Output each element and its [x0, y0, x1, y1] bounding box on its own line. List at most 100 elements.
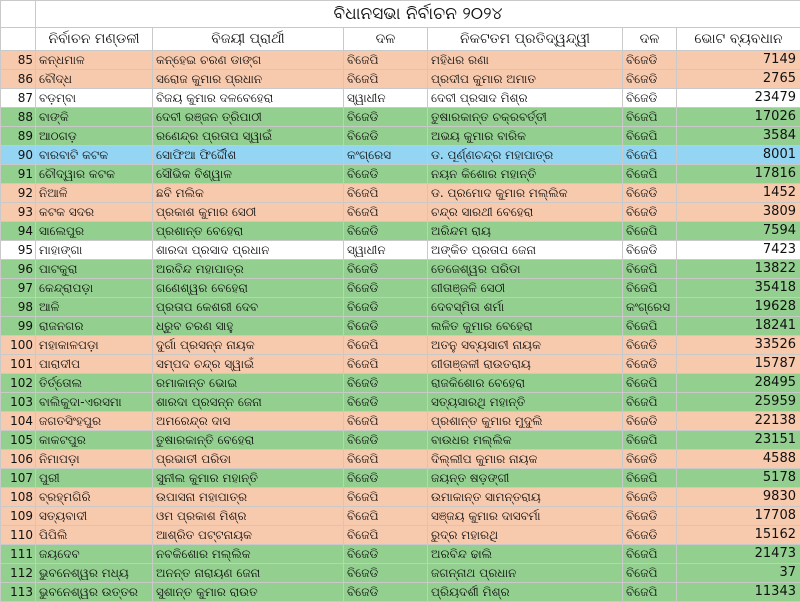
runner-up-cell: ଚନ୍ଦ୍ର ସାରଥୀ ବେହେରା	[428, 203, 623, 222]
winner-cell: ଅନନ୍ତ ନାରାୟଣ ଜେନା	[153, 564, 344, 583]
vote-margin-cell: 2765	[677, 70, 800, 89]
winner-party-cell: ବିଜେପି	[344, 526, 428, 545]
vote-margin-cell: 25959	[677, 393, 800, 412]
vote-margin-cell: 33526	[677, 336, 800, 355]
runner-up-cell: ପ୍ରଶାନ୍ତ କୁମାର ମୁଦୁଲି	[428, 412, 623, 431]
constituency-cell: ବାଲିକୁଦା-ଏରସମା	[36, 393, 153, 412]
vote-margin-cell: 3809	[677, 203, 800, 222]
winner-cell: ସୁନୀଲ କୁମାର ମହାନ୍ତି	[153, 469, 344, 488]
row-number: 103	[1, 393, 36, 412]
row-number: 88	[1, 108, 36, 127]
winner-party-cell: ବିଜେପି	[344, 507, 428, 526]
vote-margin-cell: 28495	[677, 374, 800, 393]
vote-margin-cell: 11343	[677, 583, 800, 602]
row-number: 106	[1, 450, 36, 469]
winner-cell: ଦେବୀ ରଞ୍ଜନ ତ୍ରିପାଠୀ	[153, 108, 344, 127]
runner-up-party-cell: ବିଜେପି	[623, 222, 677, 241]
row-number: 107	[1, 469, 36, 488]
runner-up-party-cell: ବିଜେଡି	[623, 355, 677, 374]
runner-up-party-cell: ବିଜେଡି	[623, 526, 677, 545]
runner-up-cell: ସଞ୍ଜୟ କୁମାର ଦାସବର୍ମା	[428, 507, 623, 526]
runner-up-cell: ରାଜକିଶୋର ବେହେରା	[428, 374, 623, 393]
runner-up-cell: ତୁଷାରକାନ୍ତ ଚକ୍ରବର୍ତ୍ତୀ	[428, 108, 623, 127]
runner-up-cell: ମହିଧର ରଣା	[428, 51, 623, 70]
runner-up-cell: ଦେବୀ ପ୍ରସାଦ ମିଶ୍ର	[428, 89, 623, 108]
vote-margin-cell: 18241	[677, 317, 800, 336]
runner-up-party-cell: ବିଜେଡି	[623, 203, 677, 222]
winner-party-cell: ବିଜେଡି	[344, 298, 428, 317]
runner-up-party-cell: ବିଜେପି	[623, 317, 677, 336]
runner-up-party-cell: ବିଜେପି	[623, 260, 677, 279]
row-number: 110	[1, 526, 36, 545]
winner-cell: ସୌଭିକ ବିଶ୍ୱାଳ	[153, 165, 344, 184]
row-number: 99	[1, 317, 36, 336]
winner-party-cell: ବିଜେଡି	[344, 279, 428, 298]
winner-cell: ସମ୍ପଦ ଚନ୍ଦ୍ର ସ୍ୱାଇଁ	[153, 355, 344, 374]
winner-cell: ବିଜୟ କୁମାର ଦଳବେହେରା	[153, 89, 344, 108]
winner-party-cell: ବିଜେଡି	[344, 431, 428, 450]
header-constituency: ନିର୍ବାଚନ ମଣ୍ଡଳୀ	[36, 28, 153, 51]
row-number: 86	[1, 70, 36, 89]
vote-margin-cell: 15787	[677, 355, 800, 374]
winner-party-cell: ବିଜେଡି	[344, 108, 428, 127]
runner-up-cell: ଅରବିନ୍ଦ ଢାଲି	[428, 545, 623, 564]
table-title: ବିଧାନସଭା ନିର୍ବାଚନ ୨୦୨୪	[36, 1, 800, 28]
winner-cell: ଛବି ମଲିକ	[153, 184, 344, 203]
runner-up-party-cell: ବିଜେପି	[623, 545, 677, 564]
row-number: 85	[1, 51, 36, 70]
header-runner-up: ନିକଟତମ ପ୍ରତିଦ୍ୱନ୍ଦ୍ୱୀ	[428, 28, 623, 51]
winner-cell: ଉପାସନା ମହାପାତ୍ର	[153, 488, 344, 507]
runner-up-cell: ତେଜେଶ୍ୱର ପରିଡା	[428, 260, 623, 279]
winner-cell: ଅରବିନ୍ଦ ମହାପାତ୍ର	[153, 260, 344, 279]
winner-party-cell: ବିଜେଡି	[344, 260, 428, 279]
constituency-cell: ନିମାପଡ଼ା	[36, 450, 153, 469]
constituency-cell: କାକଟପୁର	[36, 431, 153, 450]
row-number: 112	[1, 564, 36, 583]
row-number: 104	[1, 412, 36, 431]
winner-cell: ପ୍ରକାଶ କୁମାର ସେଠୀ	[153, 203, 344, 222]
runner-up-cell: ନୟନ କିଶୋର ମହାନ୍ତି	[428, 165, 623, 184]
constituency-cell: କନ୍ଧମାଳ	[36, 51, 153, 70]
constituency-cell: ମହାକାଳପଡ଼ା	[36, 336, 153, 355]
winner-cell: ଧ୍ରୁବ ଚରଣ ସାହୁ	[153, 317, 344, 336]
vote-margin-cell: 4588	[677, 450, 800, 469]
constituency-cell: ବଡ଼ମ୍ବା	[36, 89, 153, 108]
runner-up-party-cell: ବିଜେପି	[623, 127, 677, 146]
constituency-cell: ଜଗତସିଂହପୁର	[36, 412, 153, 431]
header-row: ନିର୍ବାଚନ ମଣ୍ଡଳୀ ବିଜୟୀ ପ୍ରାର୍ଥୀ ଦଳ ନିକଟତମ…	[1, 28, 800, 51]
winner-cell: ଓମ ପ୍ରକାଶ ମିଶ୍ର	[153, 507, 344, 526]
runner-up-party-cell: ବିଜେପି	[623, 374, 677, 393]
winner-party-cell: ବିଜେଡି	[344, 127, 428, 146]
winner-party-cell: ବିଜେପି	[344, 488, 428, 507]
constituency-cell: ଭୁବନେଶ୍ୱର ମଧ୍ୟ	[36, 564, 153, 583]
winner-party-cell: ବିଜେପି	[344, 412, 428, 431]
winner-cell: ଶାରଦା ପ୍ରସାଦ ପ୍ରଧାନ	[153, 241, 344, 260]
winner-cell: ଅମରେନ୍ଦ୍ର ଦାସ	[153, 412, 344, 431]
vote-margin-cell: 17708	[677, 507, 800, 526]
row-number: 95	[1, 241, 36, 260]
runner-up-cell: ଉମାକାନ୍ତ ସାମନ୍ତରାୟ	[428, 488, 623, 507]
runner-up-cell: ଗୀତାଞ୍ଜଳୀ ରାଉତରାୟ	[428, 355, 623, 374]
winner-party-cell: ବିଜେଡି	[344, 545, 428, 564]
winner-party-cell: ବିଜେପି	[344, 355, 428, 374]
vote-margin-cell: 8001	[677, 146, 800, 165]
vote-margin-cell: 15162	[677, 526, 800, 545]
winner-party-cell: ବିଜେପି	[344, 184, 428, 203]
constituency-cell: ସାଲେପୁର	[36, 222, 153, 241]
runner-up-cell: ଅଙ୍କିତ ପ୍ରତାପ ଜେନା	[428, 241, 623, 260]
constituency-cell: ବ୍ରହ୍ମଗିରି	[36, 488, 153, 507]
